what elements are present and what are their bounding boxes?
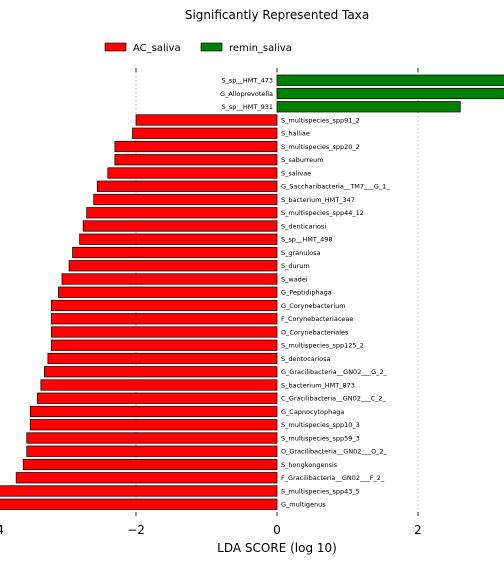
bar-label: G_Saccharibacteria__TM7___G_1_ (281, 183, 390, 191)
bar (68, 260, 278, 272)
legend-swatch-ac-saliva (104, 42, 127, 52)
bar-label: S_sp__HMT_931 (221, 103, 273, 111)
legend: AC_saliva remin_saliva (104, 42, 292, 54)
bar-label: S_halliae (281, 130, 310, 138)
bar-label: C_Gracilibacteria__GN02___C_2_ (281, 395, 387, 403)
bar-label: S_sp__HMT_498 (281, 236, 333, 244)
bar-label: S_wadei (281, 275, 308, 283)
bar (26, 445, 278, 457)
x-axis-label: LDA SCORE (log 10) (217, 541, 337, 555)
bar (96, 180, 278, 192)
legend-swatch-remin-saliva (200, 42, 223, 52)
bar-label: S_multispecies_spp59_3 (281, 434, 360, 442)
bar-labels: S_sp__HMT_473 G_Alloprevotella S_sp__HMT_9… (220, 77, 390, 509)
bar-label: S_saburreum (281, 156, 324, 164)
bar (276, 87, 504, 100)
x-tick-label: 0 (273, 523, 281, 537)
chart-title: Significantly Represented Taxa (185, 8, 369, 22)
bar (107, 167, 278, 179)
bar-label: S_durum (281, 262, 310, 270)
bar (0, 498, 278, 510)
bar (132, 127, 278, 139)
legend-label-remin-saliva: remin_saliva (229, 43, 292, 54)
bar-label: S_multispecies_spp44_12 (281, 209, 364, 217)
bar-label: S_bacterium_HMT_347 (281, 196, 355, 204)
bar (51, 339, 278, 351)
bar-label: O_Gracilibacteria__GN02___O_2_ (281, 448, 388, 456)
bar (26, 432, 278, 444)
bar-label: S_dentocariosa (281, 355, 331, 363)
bar (29, 419, 278, 431)
bar (72, 246, 278, 259)
x-tick-label: −2 (127, 523, 145, 537)
bar (15, 472, 278, 484)
bar (58, 286, 278, 298)
bar-label: S_multispecies_spp91_2 (281, 116, 360, 124)
bar (22, 458, 278, 471)
bar-label: G_Corynebacterium (281, 302, 346, 310)
bar (93, 193, 278, 206)
bar-label: O_Corynebacteriales (281, 328, 349, 336)
bar (276, 74, 504, 86)
bars (0, 74, 504, 510)
bar (135, 114, 278, 126)
bar (79, 233, 278, 245)
bar-label: G_multigenus (281, 501, 326, 509)
bar-label: F_Corynebacteriaceae (281, 315, 353, 323)
bar (36, 392, 278, 404)
bar-label: G_Alloprevotella (220, 90, 273, 98)
bar (61, 273, 278, 285)
bar (51, 299, 278, 312)
bar-label: F_Gracilibacteria__GN02___F_2_ (281, 474, 385, 482)
bar-label: S_hongkongensis (281, 461, 338, 469)
bar-label: S_denticariosi (281, 222, 326, 230)
x-tick-label: −4 (0, 523, 4, 537)
legend-label-ac-saliva: AC_saliva (133, 43, 181, 54)
bar-label: S_multispecies_spp20_2 (281, 143, 360, 151)
bar (40, 379, 278, 391)
x-axis-ticks: −4−2024 (0, 68, 422, 537)
bar (51, 326, 278, 338)
bar (43, 366, 278, 378)
bar (114, 140, 278, 153)
bar (82, 220, 278, 232)
bar-label: G_Peptidiphaga (281, 289, 332, 297)
bar-label: S_multispecies_spp10_3 (281, 421, 360, 429)
bar-label: S_sp__HMT_473 (221, 77, 273, 85)
bar (0, 485, 278, 497)
bar (86, 207, 278, 219)
bar (47, 352, 278, 365)
bar-label: S_multispecies_spp43_5 (281, 487, 360, 495)
bar-label: G_Capnocytophaga (281, 408, 344, 416)
bar-label: S_multispecies_spp125_2 (281, 342, 364, 350)
bar-label: S_bacterium_HMT_873 (281, 381, 355, 389)
bar (276, 101, 461, 113)
bar (114, 154, 278, 166)
bar-label: S_salivae (281, 169, 311, 177)
x-tick-label: 2 (414, 523, 422, 537)
bar (29, 405, 278, 418)
bar (51, 313, 278, 325)
bar-label: S_granulosa (281, 249, 321, 257)
bar-label: G_Gracilibacteria__GN02___G_2_ (281, 368, 388, 376)
